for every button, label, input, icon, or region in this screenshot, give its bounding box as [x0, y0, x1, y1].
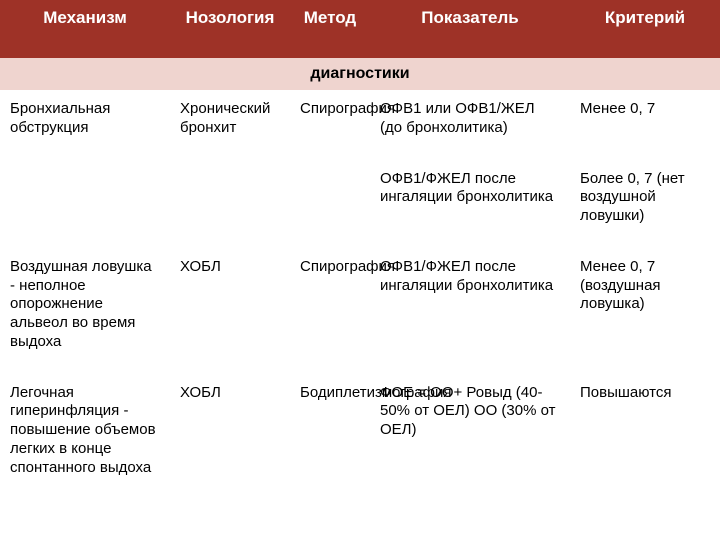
cell-indicator: ОФВ1/ФЖЕЛ после ингаляции бронхолитика [370, 248, 570, 374]
table-row: Воздушная ловушка - неполное опорожнение… [0, 248, 720, 374]
table-row: Легочная гиперинфляция - повышение объем… [0, 374, 720, 500]
table-row: Бронхиальная обструкция Хронический брон… [0, 90, 720, 160]
cell-nosology: ХОБЛ [170, 374, 290, 500]
col-indicator: Показатель [370, 0, 570, 58]
col-method: Метод [290, 0, 370, 58]
cell-method: Спирография [290, 248, 370, 374]
cell-nosology: ХОБЛ [170, 248, 290, 374]
cell-criterion: Менее 0, 7 (воздушная ловушка) [570, 248, 720, 374]
cell-mechanism: Бронхиальная обструкция [0, 90, 170, 248]
diagnostics-table: Механизм Нозология Метод Показатель Крит… [0, 0, 720, 499]
col-criterion: Критерий [570, 0, 720, 58]
cell-indicator: ФОЕ = ОО+ Ровыд (40-50% от ОЕЛ) ОО (30% … [370, 374, 570, 500]
cell-criterion: Повышаются [570, 374, 720, 500]
cell-indicator: ОФВ1 или ОФВ1/ЖЕЛ (до бронхолитика) [370, 90, 570, 160]
cell-method: Спирография [290, 90, 370, 248]
subheader-row: диагностики [0, 58, 720, 90]
col-mechanism: Механизм [0, 0, 170, 58]
cell-method: Бодиплетизмография [290, 374, 370, 500]
cell-criterion: Менее 0, 7 [570, 90, 720, 160]
cell-mechanism: Воздушная ловушка - неполное опорожнение… [0, 248, 170, 374]
cell-mechanism: Легочная гиперинфляция - повышение объем… [0, 374, 170, 500]
cell-indicator: ОФВ1/ФЖЕЛ после ингаляции бронхолитика [370, 160, 570, 248]
cell-nosology: Хронический бронхит [170, 90, 290, 248]
cell-criterion: Более 0, 7 (нет воздушной ловушки) [570, 160, 720, 248]
subheader-cell: диагностики [0, 58, 720, 90]
header-row: Механизм Нозология Метод Показатель Крит… [0, 0, 720, 58]
col-nosology: Нозология [170, 0, 290, 58]
